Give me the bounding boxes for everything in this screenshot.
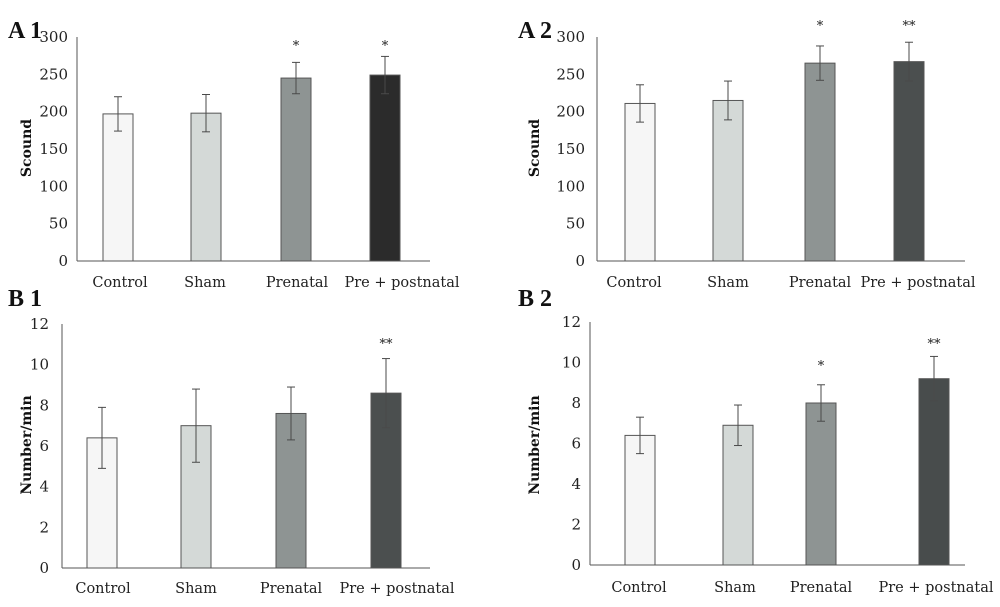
error-bar-prenatal (817, 384, 825, 422)
bar-prenatal (280, 77, 312, 262)
x-tick-label-pre-postnatal: Pre + postnatal (860, 275, 975, 291)
y-tick-label: 4 (571, 475, 581, 493)
error-bar-pre-postnatal (905, 41, 913, 82)
bar-prenatal (804, 62, 836, 262)
error-bar-control (114, 96, 122, 132)
error-bar-sham (734, 404, 742, 447)
x-tick-label-sham: Sham (175, 581, 217, 597)
x-tick-label-pre-postnatal: Pre + postnatal (344, 275, 459, 291)
significance-marker-pre-postnatal: ** (928, 337, 942, 352)
y-axis-label: Number/min (527, 395, 543, 494)
y-tick-label: 200 (39, 103, 68, 121)
y-tick-label: 250 (39, 65, 68, 83)
chart-panel-a2: A 2 Scound 0 50 100 150 200 250 300 Control Sham * P… (518, 18, 976, 291)
y-tick-label: 2 (571, 516, 581, 534)
y-tick-label: 12 (30, 315, 49, 333)
y-tick-label: 2 (39, 518, 49, 536)
y-tick-label: 6 (571, 435, 581, 453)
bar-sham (712, 99, 744, 262)
y-tick-label: 0 (58, 252, 68, 270)
significance-marker-pre-postnatal: ** (380, 337, 394, 352)
bar-control (624, 434, 656, 566)
bar-control (624, 102, 656, 262)
bar-prenatal (805, 402, 837, 566)
bar-pre-postnatal (918, 378, 950, 566)
error-bar-sham (202, 93, 210, 133)
x-tick-label-control: Control (75, 581, 131, 597)
panel-label: B 1 (8, 286, 42, 312)
panel-label: A 1 (8, 18, 42, 44)
y-axis-label: Scound (19, 119, 35, 177)
x-tick-label-control: Control (611, 580, 667, 596)
error-bar-prenatal (287, 386, 295, 441)
chart-panel-b1: B 1 Number/min 0 2 4 6 8 10 12 Control Sham Prenata… (8, 286, 455, 597)
bar-control (102, 113, 134, 262)
bar-sham (190, 112, 222, 262)
y-tick-label: 0 (571, 556, 581, 574)
y-axis-label: Number/min (19, 395, 35, 494)
x-tick-label-prenatal: Prenatal (266, 275, 329, 291)
x-tick-label-prenatal: Prenatal (789, 275, 852, 291)
bar-pre-postnatal (369, 74, 401, 262)
error-bar-control (636, 416, 644, 455)
chart-panel-b2: B 2 Number/min 0 2 4 6 8 10 12 Control Sham * Prenat… (518, 286, 994, 596)
y-tick-label: 4 (39, 478, 49, 496)
y-tick-label: 10 (30, 356, 49, 374)
bar-sham (722, 424, 754, 566)
y-tick-label: 300 (556, 28, 585, 46)
x-tick-label-control: Control (92, 275, 148, 291)
significance-marker-prenatal: * (817, 19, 824, 34)
significance-marker-pre-postnatal: * (382, 39, 389, 54)
x-tick-label-pre-postnatal: Pre + postnatal (878, 580, 993, 596)
error-bar-prenatal (816, 45, 824, 81)
y-tick-label: 12 (562, 313, 581, 331)
bar-pre-postnatal (893, 61, 925, 262)
error-bar-control (98, 406, 106, 469)
y-tick-label: 150 (39, 140, 68, 158)
y-tick-label: 0 (575, 252, 585, 270)
y-tick-label: 150 (556, 140, 585, 158)
error-bar-sham (192, 388, 200, 463)
y-tick-label: 100 (39, 177, 68, 195)
panel-label: A 2 (518, 18, 552, 44)
y-tick-label: 300 (39, 28, 68, 46)
error-bar-pre-postnatal (381, 55, 389, 95)
error-bar-pre-postnatal (382, 358, 390, 429)
y-axis-label: Scound (527, 119, 543, 177)
error-bar-prenatal (292, 61, 300, 95)
y-tick-label: 8 (39, 396, 49, 414)
y-tick-label: 100 (556, 177, 585, 195)
y-tick-label: 50 (49, 215, 68, 233)
significance-marker-prenatal: * (818, 359, 825, 374)
error-bar-sham (724, 80, 732, 121)
y-tick-label: 10 (562, 354, 581, 372)
x-tick-label-sham: Sham (707, 275, 749, 291)
y-tick-label: 50 (566, 215, 585, 233)
y-tick-label: 200 (556, 103, 585, 121)
x-tick-label-sham: Sham (714, 580, 756, 596)
x-tick-label-pre-postnatal: Pre + postnatal (339, 581, 454, 597)
y-tick-label: 8 (571, 394, 581, 412)
x-tick-label-prenatal: Prenatal (790, 580, 853, 596)
chart-panel-a1: A 1 Scound 0 50 100 150 200 250 300 Control Sham * P… (8, 18, 460, 291)
y-tick-label: 0 (39, 559, 49, 577)
error-bar-pre-postnatal (930, 355, 938, 402)
x-tick-label-prenatal: Prenatal (260, 581, 323, 597)
panel-label: B 2 (518, 286, 552, 312)
x-tick-label-sham: Sham (184, 275, 226, 291)
significance-marker-prenatal: * (293, 39, 300, 54)
y-tick-label: 6 (39, 437, 49, 455)
y-tick-label: 250 (556, 65, 585, 83)
x-tick-label-control: Control (606, 275, 662, 291)
error-bar-control (636, 84, 644, 123)
significance-marker-pre-postnatal: ** (903, 19, 917, 34)
